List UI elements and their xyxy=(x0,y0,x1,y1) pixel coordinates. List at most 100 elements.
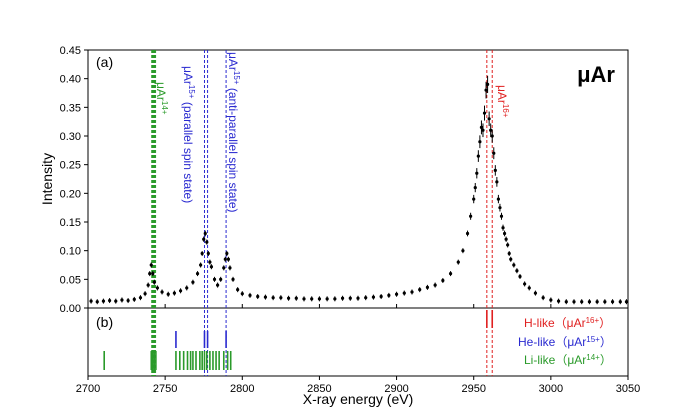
x-tick-label: 2850 xyxy=(307,383,331,395)
data-point xyxy=(387,293,391,297)
data-point xyxy=(151,272,155,276)
data-point xyxy=(200,251,204,256)
transition-bars xyxy=(103,310,494,370)
legend-he-close: ） xyxy=(600,335,612,349)
y-tick-label: 0.05 xyxy=(60,274,81,286)
legend-h: H-like（μAr16+） xyxy=(524,316,611,330)
x-tick-label: 2750 xyxy=(153,383,177,395)
data-point xyxy=(95,300,99,304)
data-point xyxy=(402,291,406,295)
y-tick-label: 0.35 xyxy=(60,102,81,114)
data-point xyxy=(228,266,232,270)
data-point xyxy=(379,294,383,299)
data-point xyxy=(492,151,496,155)
y-tick-label: 0.30 xyxy=(60,131,81,143)
data-point xyxy=(348,296,352,300)
reference-lines xyxy=(151,50,493,376)
legend-li-text: Li-like xyxy=(524,353,556,367)
x-axis-title: X-ray energy (eV) xyxy=(303,391,413,407)
data-point xyxy=(143,292,147,296)
data-point xyxy=(212,277,217,281)
data-point xyxy=(527,286,531,290)
annotation-he-parallel-suffix: (parallel spin state) xyxy=(181,99,195,204)
data-point xyxy=(489,128,493,132)
data-point xyxy=(556,299,561,303)
data-point xyxy=(371,295,376,299)
legend-li-sup: 14+ xyxy=(586,353,600,362)
legend-he-sup: 15+ xyxy=(586,335,600,344)
data-point xyxy=(325,297,329,301)
data-point xyxy=(484,88,488,92)
data-point xyxy=(448,272,453,276)
data-point xyxy=(101,299,106,303)
data-point xyxy=(89,299,93,303)
annotation-he-parallel-base: μAr xyxy=(181,66,195,85)
data-point xyxy=(509,257,513,261)
data-point xyxy=(160,290,164,294)
data-point xyxy=(146,283,150,287)
data-point xyxy=(152,280,156,284)
data-point xyxy=(340,296,345,300)
data-point xyxy=(294,296,298,300)
data-point xyxy=(310,297,314,301)
data-point xyxy=(191,280,195,284)
data-point xyxy=(231,277,235,281)
annotation-he-parallel: μAr15+ (parallel spin state) xyxy=(181,66,196,203)
data-point xyxy=(205,240,209,244)
data-point xyxy=(263,295,268,299)
data-point xyxy=(216,283,220,287)
panel-b-label: (b) xyxy=(96,314,113,330)
data-point xyxy=(506,243,510,247)
data-point xyxy=(126,298,130,303)
data-point xyxy=(108,298,112,303)
legend-h-paren: （μAr xyxy=(555,316,586,330)
data-points xyxy=(89,75,629,305)
y-tick-label: 0.40 xyxy=(60,74,81,86)
annotation-h-sup: 16+ xyxy=(501,104,510,118)
annotation-li-base: μAr xyxy=(154,82,168,101)
data-point xyxy=(493,168,497,172)
data-point xyxy=(465,231,470,236)
legend-he-paren: （μAr xyxy=(555,335,586,349)
data-point xyxy=(498,206,502,210)
panel-b-frame xyxy=(87,307,629,377)
data-point xyxy=(473,186,477,190)
x-tick-label: 3000 xyxy=(539,383,563,395)
data-point xyxy=(441,278,445,283)
data-point xyxy=(549,298,553,302)
annotation-li-sup: 14+ xyxy=(160,101,169,115)
data-point xyxy=(222,266,226,270)
legend-h-close: ） xyxy=(599,316,611,330)
x-tick-label: 2700 xyxy=(76,383,100,395)
data-point xyxy=(496,197,500,201)
data-point xyxy=(155,286,160,290)
data-point xyxy=(219,277,223,281)
data-point xyxy=(172,291,176,295)
data-point xyxy=(364,296,368,300)
data-point xyxy=(199,263,203,267)
data-point xyxy=(501,226,505,230)
data-point xyxy=(240,292,244,296)
y-axis: 0.00 0.05 0.10 0.15 0.20 0.25 0.30 0.35 0.40 0.45 xyxy=(60,45,88,315)
annotation-h: μAr16+ xyxy=(495,85,510,118)
data-point xyxy=(356,296,360,300)
data-point xyxy=(394,292,399,296)
data-point xyxy=(202,237,206,241)
x-tick-label: 2900 xyxy=(384,383,408,395)
data-point xyxy=(271,296,275,300)
data-point xyxy=(618,300,622,304)
y-tick-label: 0.00 xyxy=(60,303,81,315)
data-point xyxy=(490,134,494,138)
legend-he: He-like（μAr15+） xyxy=(518,335,612,349)
data-point xyxy=(624,300,629,304)
data-point xyxy=(433,283,437,287)
x-tick-label: 2800 xyxy=(230,383,254,395)
data-point xyxy=(208,260,212,264)
data-point xyxy=(206,251,210,256)
data-point xyxy=(185,286,189,290)
data-point xyxy=(523,282,527,286)
data-point xyxy=(499,214,504,218)
data-point xyxy=(595,300,599,304)
data-point xyxy=(410,290,414,294)
